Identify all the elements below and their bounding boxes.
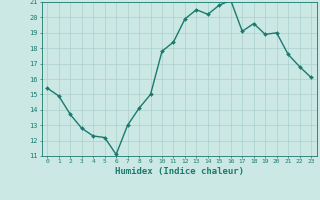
X-axis label: Humidex (Indice chaleur): Humidex (Indice chaleur) [115, 167, 244, 176]
